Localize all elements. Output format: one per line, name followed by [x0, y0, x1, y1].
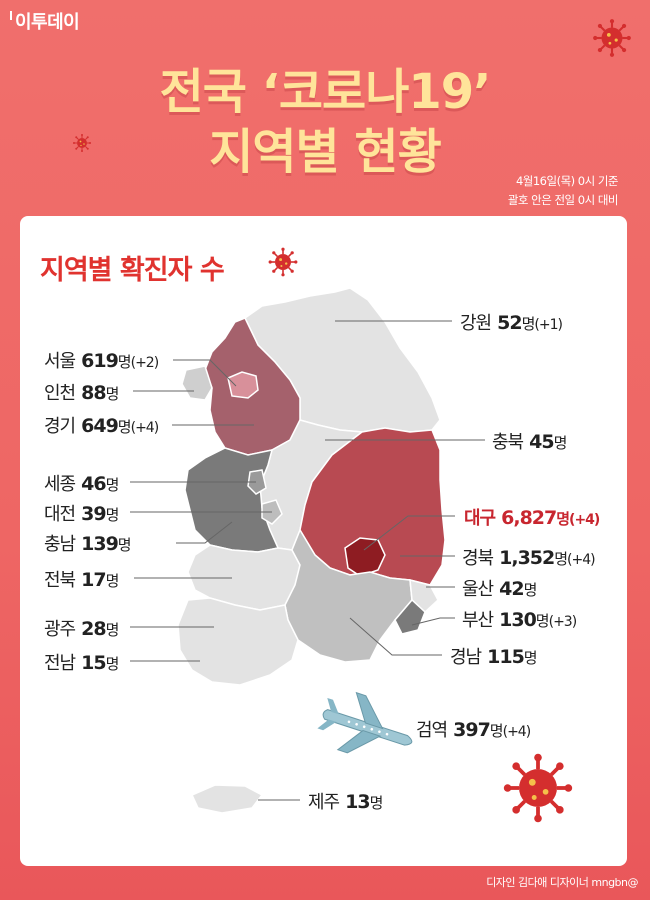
label-jeju: 제주 13명: [308, 791, 383, 813]
label-jeonnam: 전남 15명: [44, 652, 119, 674]
section-title: 지역별 확진자 수: [40, 255, 225, 286]
region-daegu: [344, 537, 386, 577]
virus-icon: [501, 751, 575, 825]
label-gyeongnam: 경남 115명: [450, 646, 538, 668]
main-title-line1: 전국 ‘코로나19’: [159, 64, 492, 120]
region-seoul: [227, 371, 259, 399]
basis-comparison: 괄호 안은 전일 0시 대비: [507, 193, 619, 207]
label-gyeongbuk: 경북 1,352명(+4): [462, 547, 596, 569]
label-gangwon: 강원 52명(+1): [460, 312, 563, 334]
label-sejong: 세종 46명: [44, 473, 119, 495]
label-daegu: 대구 6,827명(+4): [464, 507, 600, 529]
virus-icon: [72, 133, 92, 153]
label-quarantine: 검역 397명(+4): [416, 719, 531, 741]
basis-note: 4월16일(목) 0시 기준 괄호 안은 전일 0시 대비: [507, 172, 619, 210]
region-sejong: [247, 469, 267, 495]
label-gwangju: 광주 28명: [44, 618, 119, 640]
label-incheon: 인천 88명: [44, 382, 119, 404]
main-title-line2: 지역별 현황: [209, 124, 442, 180]
logo: 이투데이: [10, 8, 80, 34]
region-jeonnam: [177, 597, 299, 686]
leader-lines: [130, 320, 485, 801]
label-chungbuk: 충북 45명: [492, 431, 567, 453]
virus-icon: [592, 18, 632, 58]
basis-date: 4월16일(목) 0시 기준: [515, 174, 619, 188]
label-seoul: 서울 619명(+2): [44, 350, 159, 372]
region-jeju: [190, 784, 264, 814]
label-ulsan: 울산 42명: [462, 578, 537, 600]
design-credit: 디자인 김다애 디자이너 mngbn@: [486, 876, 638, 889]
label-gyeonggi: 경기 649명(+4): [44, 415, 159, 437]
label-daejeon: 대전 39명: [44, 503, 119, 525]
label-busan: 부산 130명(+3): [462, 609, 577, 631]
label-jeonbuk: 전북 17명: [44, 569, 119, 591]
region-busan: [394, 598, 426, 635]
airplane-icon: [317, 691, 413, 754]
virus-icon: [267, 246, 299, 278]
label-chungnam: 충남 139명: [44, 533, 132, 555]
